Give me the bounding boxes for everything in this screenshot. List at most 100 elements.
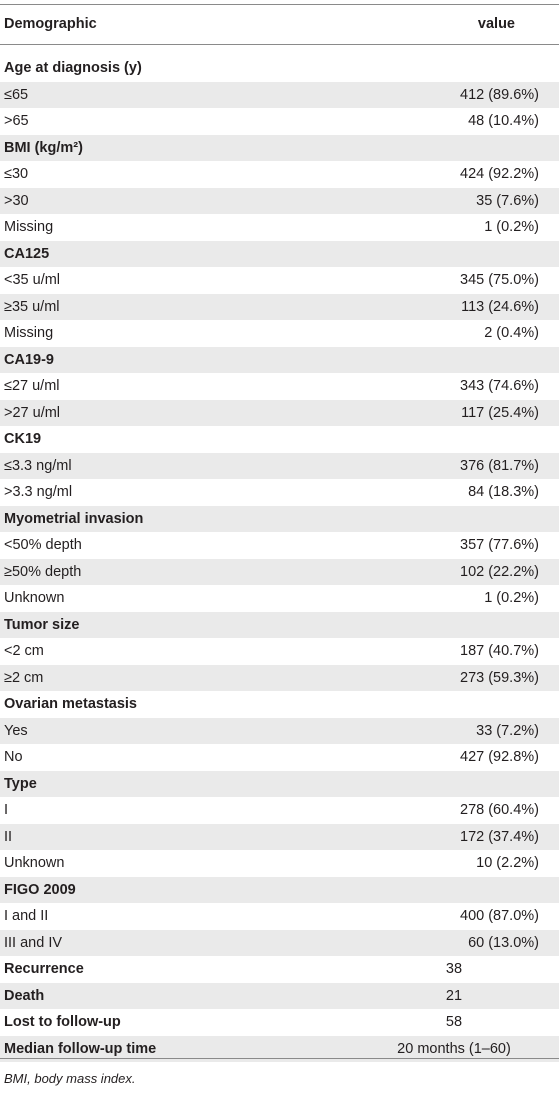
group-row: Ovarian metastasis bbox=[0, 691, 559, 718]
row-value: 60 (13.0%) bbox=[468, 934, 539, 951]
table-footnote: BMI, body mass index. bbox=[4, 1071, 136, 1086]
group-row: Tumor size bbox=[0, 611, 559, 638]
row-value: 48 (10.4%) bbox=[468, 113, 539, 129]
row-label: Myometrial invasion bbox=[4, 510, 144, 527]
row-value: 33 (7.2%) bbox=[476, 722, 539, 739]
row-label: ≥2 cm bbox=[4, 669, 44, 686]
row-label: ≤3.3 ng/ml bbox=[4, 457, 72, 474]
row-label: Unknown bbox=[4, 590, 65, 606]
group-row: CA125 bbox=[0, 240, 559, 267]
table-row: I and II 400 (87.0%) bbox=[0, 903, 559, 930]
table-top-rule bbox=[0, 4, 559, 5]
row-label: Tumor size bbox=[4, 616, 80, 633]
row-label: Median follow-up time bbox=[4, 1040, 157, 1057]
table-bottom-rule bbox=[0, 1058, 559, 1059]
table-header-rule bbox=[0, 44, 559, 45]
table-row: ≥35 u/ml 113 (24.6%) bbox=[0, 293, 559, 320]
row-label: II bbox=[4, 828, 13, 845]
table-row: I 278 (60.4%) bbox=[0, 797, 559, 824]
group-row: CA19-9 bbox=[0, 346, 559, 373]
summary-row: Median follow-up time 20 months (1–60) bbox=[0, 1035, 559, 1062]
row-value: 2 (0.4%) bbox=[484, 325, 539, 341]
row-label: ≤65 bbox=[4, 86, 29, 103]
row-value: 117 (25.4%) bbox=[461, 404, 539, 421]
row-label: No bbox=[4, 749, 23, 765]
row-label: ≤30 bbox=[4, 166, 29, 182]
table-row: >65 48 (10.4%) bbox=[0, 108, 559, 135]
table-row: ≤30 424 (92.2%) bbox=[0, 161, 559, 188]
table-row: Unknown 10 (2.2%) bbox=[0, 850, 559, 877]
table-row: >3.3 ng/ml 84 (18.3%) bbox=[0, 479, 559, 506]
table-row: No 427 (92.8%) bbox=[0, 744, 559, 771]
row-label: Death bbox=[4, 987, 45, 1004]
row-label: I bbox=[4, 802, 9, 818]
row-value: 427 (92.8%) bbox=[460, 749, 539, 765]
header-demographic: Demographic bbox=[4, 16, 97, 32]
row-label: CK19 bbox=[4, 431, 42, 447]
row-label: <50% depth bbox=[4, 537, 82, 553]
row-label: >3.3 ng/ml bbox=[4, 484, 73, 500]
row-value: 412 (89.6%) bbox=[460, 86, 539, 103]
row-label: CA125 bbox=[4, 245, 50, 262]
table-row: ≥2 cm 273 (59.3%) bbox=[0, 664, 559, 691]
row-label: Unknown bbox=[4, 855, 65, 871]
table-row: Missing 1 (0.2%) bbox=[0, 214, 559, 241]
row-label: <2 cm bbox=[4, 643, 44, 659]
row-label: Type bbox=[4, 775, 37, 792]
row-value: 1 (0.2%) bbox=[484, 219, 539, 235]
row-value: 113 (24.6%) bbox=[461, 298, 539, 315]
row-label: BMI (kg/m²) bbox=[4, 139, 83, 156]
row-value: 400 (87.0%) bbox=[460, 908, 539, 924]
row-label: <35 u/ml bbox=[4, 272, 61, 288]
row-label: >27 u/ml bbox=[4, 404, 61, 421]
table-row: Unknown 1 (0.2%) bbox=[0, 585, 559, 612]
row-value: 172 (37.4%) bbox=[460, 828, 539, 845]
row-value: 10 (2.2%) bbox=[476, 855, 539, 871]
row-value: 38 bbox=[445, 961, 463, 977]
summary-row: Recurrence 38 bbox=[0, 956, 559, 983]
group-row: Type bbox=[0, 770, 559, 797]
table-body: Age at diagnosis (y) ≤65 412 (89.6%) >65 48 … bbox=[0, 55, 559, 1062]
row-label: Lost to follow-up bbox=[4, 1014, 121, 1030]
table-header-row: Demographic value bbox=[0, 5, 559, 44]
row-value: 376 (81.7%) bbox=[460, 457, 539, 474]
table-row: Yes 33 (7.2%) bbox=[0, 717, 559, 744]
table-row: Missing 2 (0.4%) bbox=[0, 320, 559, 347]
row-value: 21 bbox=[445, 987, 463, 1004]
row-label: Recurrence bbox=[4, 961, 84, 977]
row-value: 35 (7.6%) bbox=[476, 192, 539, 209]
row-value: 1 (0.2%) bbox=[484, 590, 539, 606]
row-label: ≥35 u/ml bbox=[4, 298, 60, 315]
row-label: Missing bbox=[4, 325, 54, 341]
row-value: 357 (77.6%) bbox=[460, 537, 539, 553]
table-row: <35 u/ml 345 (75.0%) bbox=[0, 267, 559, 294]
row-label: ≤27 u/ml bbox=[4, 378, 60, 394]
summary-row: Death 21 bbox=[0, 982, 559, 1009]
row-label: FIGO 2009 bbox=[4, 881, 76, 898]
table-row: III and IV 60 (13.0%) bbox=[0, 929, 559, 956]
row-label: III and IV bbox=[4, 934, 63, 951]
row-value: 58 bbox=[445, 1014, 463, 1030]
group-row: Myometrial invasion bbox=[0, 505, 559, 532]
row-value: 278 (60.4%) bbox=[460, 802, 539, 818]
row-value: 102 (22.2%) bbox=[460, 563, 539, 580]
table-row: ≥50% depth 102 (22.2%) bbox=[0, 558, 559, 585]
header-value: value bbox=[477, 16, 515, 32]
row-label: Missing bbox=[4, 219, 54, 235]
row-label: ≥50% depth bbox=[4, 563, 82, 580]
table-row: ≤3.3 ng/ml 376 (81.7%) bbox=[0, 452, 559, 479]
row-value: 273 (59.3%) bbox=[460, 669, 539, 686]
row-value: 20 months (1–60) bbox=[397, 1040, 511, 1057]
table-row: >27 u/ml 117 (25.4%) bbox=[0, 399, 559, 426]
row-label: Ovarian metastasis bbox=[4, 696, 137, 712]
table-row: ≤65 412 (89.6%) bbox=[0, 81, 559, 108]
row-label: >30 bbox=[4, 192, 29, 209]
group-row: Age at diagnosis (y) bbox=[0, 55, 559, 82]
row-label: Yes bbox=[4, 722, 28, 739]
row-value: 345 (75.0%) bbox=[460, 272, 539, 288]
row-value: 187 (40.7%) bbox=[460, 643, 539, 659]
group-row: CK19 bbox=[0, 426, 559, 453]
row-value: 424 (92.2%) bbox=[460, 166, 539, 182]
table-row: <2 cm 187 (40.7%) bbox=[0, 638, 559, 665]
row-label: >65 bbox=[4, 113, 29, 129]
